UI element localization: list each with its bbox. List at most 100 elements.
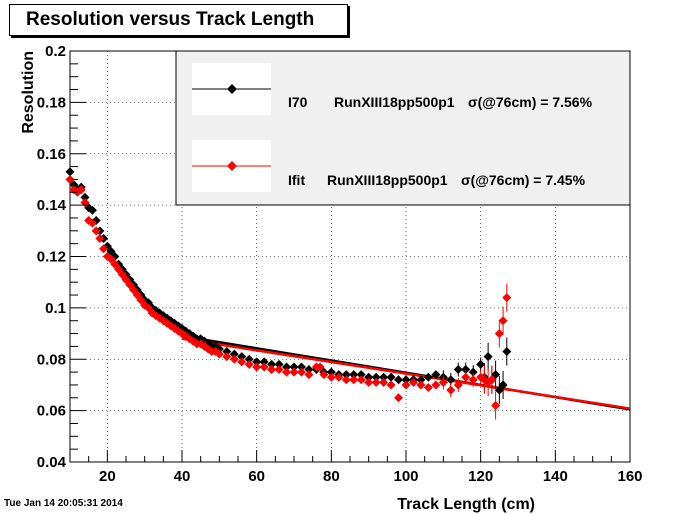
data-point-0-62 [379,372,389,382]
data-point-0-4 [80,192,90,202]
timestamp: Tue Jan 14 20:05:31 2014 [4,498,123,509]
y-tick-label-5: 0.14 [37,197,67,214]
data-point-0-77 [483,352,493,362]
legend-swatch-marker-2 [227,161,237,171]
y-tick-label-8: 0.2 [45,43,66,60]
data-point-1-63 [379,377,389,387]
data-point-1-51 [296,367,306,377]
x-tick-label-5: 120 [468,468,493,485]
legend-series-name-1: I70 [288,94,308,110]
data-point-0-68 [423,372,433,382]
y-tick-label-2: 0.08 [37,351,66,368]
data-point-0-50 [289,362,299,372]
data-point-0-48 [274,359,284,369]
data-point-0-42 [229,349,239,359]
data-point-1-83 [502,293,512,303]
data-point-0-6 [87,205,97,215]
data-point-0-64 [394,375,404,385]
data-point-1-56 [326,372,336,382]
data-point-1-62 [371,377,381,387]
data-point-1-74 [461,372,471,382]
data-point-0-75 [476,359,486,369]
data-point-0-51 [296,362,306,372]
data-point-0-49 [282,362,292,372]
x-tick-label-0: 20 [99,468,116,485]
data-point-1-40 [214,349,224,359]
data-point-0-74 [468,367,478,377]
x-tick-label-2: 60 [248,468,265,485]
data-point-0-73 [461,365,471,375]
data-point-1-80 [491,400,501,410]
data-point-1-60 [356,375,366,385]
data-point-1-66 [401,380,411,390]
legend-series-stat-2: σ(@76cm) = 7.45% [461,172,586,188]
data-point-1-75 [468,375,478,385]
data-point-1-9 [99,244,109,254]
data-point-1-42 [229,354,239,364]
data-point-0-82 [502,347,512,357]
legend-swatch-marker-1 [227,84,237,94]
data-point-1-46 [259,362,269,372]
data-point-0-57 [341,370,351,380]
data-point-0-52 [304,365,314,375]
legend-series-label-1: RunXIII18pp500p1 [334,94,455,110]
x-tick-label-1: 40 [174,468,191,485]
data-point-0-65 [401,375,411,385]
data-point-0-60 [364,372,374,382]
data-point-1-52 [304,370,314,380]
data-points [65,167,512,420]
data-point-0-81 [498,380,508,390]
data-point-1-61 [364,377,374,387]
data-point-1-7 [91,226,101,236]
data-point-0-41 [222,347,232,357]
x-tick-label-3: 80 [323,468,340,485]
data-point-1-6 [87,218,97,228]
chart-title: Resolution versus Track Length [9,4,348,36]
data-point-0-63 [386,372,396,382]
legend: I70 RunXIII18pp500p1 σ(@76cm) = 7.56% If… [175,50,631,206]
data-point-1-54 [315,362,325,372]
data-point-1-50 [289,367,299,377]
data-point-1-49 [282,367,292,377]
data-point-0-71 [446,375,456,385]
data-point-1-69 [423,383,433,393]
x-axis-title: Track Length (cm) [397,496,535,513]
data-point-1-59 [349,375,359,385]
data-point-1-70 [431,380,441,390]
data-point-0-45 [252,357,262,367]
data-point-1-73 [453,380,463,390]
data-point-1-47 [267,365,277,375]
data-point-0-55 [326,367,336,377]
data-point-0-67 [416,375,426,385]
legend-series-label-2: RunXIII18pp500p1 [327,172,448,188]
x-tick-label-7: 160 [617,468,642,485]
data-point-0-47 [267,359,277,369]
data-point-1-64 [386,380,396,390]
data-point-1-43 [237,357,247,367]
data-point-0-46 [259,357,269,367]
data-point-0-0 [65,167,75,177]
data-point-0-43 [237,352,247,362]
fit-line-1 [181,337,631,410]
data-point-1-65 [394,393,404,403]
data-point-1-8 [95,234,105,244]
data-point-0-61 [371,372,381,382]
data-point-1-71 [438,377,448,387]
data-point-1-68 [416,380,426,390]
y-tick-label-0: 0.04 [37,454,67,471]
data-point-1-57 [334,372,344,382]
data-point-1-44 [244,359,254,369]
data-point-0-58 [349,370,359,380]
data-point-1-41 [222,352,232,362]
fit-lines [181,334,631,411]
data-point-1-79 [487,375,497,385]
data-point-0-72 [453,365,463,375]
y-tick-label-7: 0.18 [37,94,66,111]
y-tick-label-1: 0.06 [37,403,66,420]
data-point-1-55 [319,370,329,380]
data-point-0-44 [244,354,254,364]
x-tick-label-4: 100 [393,468,418,485]
x-tick-label-6: 140 [543,468,568,485]
legend-series-name-2: Ifit [288,172,305,188]
